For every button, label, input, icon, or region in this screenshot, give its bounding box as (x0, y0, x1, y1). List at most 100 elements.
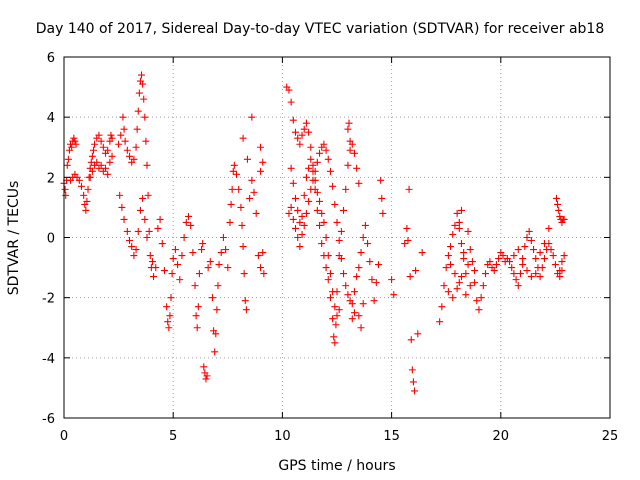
data-point (252, 209, 260, 217)
data-point (118, 203, 126, 211)
data-point (335, 306, 343, 314)
data-points (60, 71, 568, 395)
data-point (296, 140, 304, 148)
data-point (305, 197, 313, 205)
data-point (355, 312, 363, 320)
data-point (444, 252, 452, 260)
data-point (285, 209, 293, 217)
data-point (506, 258, 514, 266)
data-point (91, 140, 99, 148)
data-point (451, 270, 459, 278)
data-point (514, 282, 522, 290)
data-point (130, 155, 138, 163)
y-tick-label: 6 (47, 51, 55, 66)
data-point (340, 270, 348, 278)
data-point (141, 215, 149, 223)
data-point (407, 336, 415, 344)
data-point (206, 258, 214, 266)
y-tick-label: -2 (42, 292, 55, 307)
data-point (523, 267, 531, 275)
data-point (307, 185, 315, 193)
data-point (132, 143, 140, 151)
data-point (287, 203, 295, 211)
data-point (302, 119, 310, 127)
data-point (464, 261, 472, 269)
data-point (510, 252, 518, 260)
data-point (372, 279, 380, 287)
data-point (176, 276, 184, 284)
data-point (148, 258, 156, 266)
data-point (406, 273, 414, 281)
data-point (331, 303, 339, 311)
data-point (411, 387, 419, 395)
data-point (313, 158, 321, 166)
data-point (72, 140, 80, 148)
data-point (150, 273, 158, 281)
data-point (169, 255, 177, 263)
data-point (499, 252, 507, 260)
data-point (318, 240, 326, 248)
data-point (457, 273, 465, 281)
data-point (142, 137, 150, 145)
data-point (227, 200, 235, 208)
data-point (313, 206, 321, 214)
data-point (178, 252, 186, 260)
data-point (130, 252, 138, 260)
data-point (144, 191, 152, 199)
data-point (187, 221, 195, 229)
data-point (329, 315, 337, 323)
data-point (521, 243, 529, 251)
data-point (97, 137, 105, 145)
data-point (359, 234, 367, 241)
data-point (361, 221, 369, 229)
data-point (132, 246, 140, 254)
data-point (305, 128, 313, 136)
grid (64, 57, 610, 418)
data-point (388, 276, 396, 284)
data-point (64, 155, 72, 163)
data-point (200, 363, 208, 371)
data-point (527, 273, 535, 281)
data-point (390, 291, 398, 299)
data-point (88, 152, 96, 160)
data-point (86, 173, 94, 181)
data-point (475, 306, 483, 314)
data-point (120, 215, 128, 223)
data-point (287, 98, 295, 106)
data-point (289, 215, 297, 223)
y-tick-label: -4 (42, 352, 55, 367)
data-point (97, 161, 105, 169)
y-tick-label: 0 (47, 232, 55, 247)
data-point (209, 294, 217, 302)
data-point (215, 261, 223, 269)
data-point (370, 297, 378, 305)
data-point (536, 249, 544, 257)
data-point (242, 306, 250, 314)
data-point (143, 234, 151, 241)
x-tick-label: 0 (60, 429, 68, 444)
y-tick-label: -6 (42, 412, 55, 427)
data-point (68, 143, 76, 151)
data-point (257, 143, 265, 151)
data-point (462, 291, 470, 299)
data-point (345, 119, 353, 127)
y-axis-label: SDTVAR / TECUs (6, 181, 22, 296)
data-point (552, 194, 560, 202)
data-point (82, 206, 90, 214)
data-point (285, 86, 293, 94)
data-point (126, 152, 134, 160)
data-point (355, 264, 363, 272)
data-point (108, 152, 116, 160)
data-point (324, 155, 332, 163)
data-point (495, 255, 503, 263)
data-point (479, 282, 487, 290)
data-point (309, 176, 317, 184)
data-point (377, 176, 385, 184)
data-point (128, 243, 136, 251)
data-point (146, 252, 154, 260)
data-point (257, 167, 265, 175)
data-point (418, 249, 426, 257)
data-point (289, 116, 297, 124)
data-point (241, 297, 249, 305)
